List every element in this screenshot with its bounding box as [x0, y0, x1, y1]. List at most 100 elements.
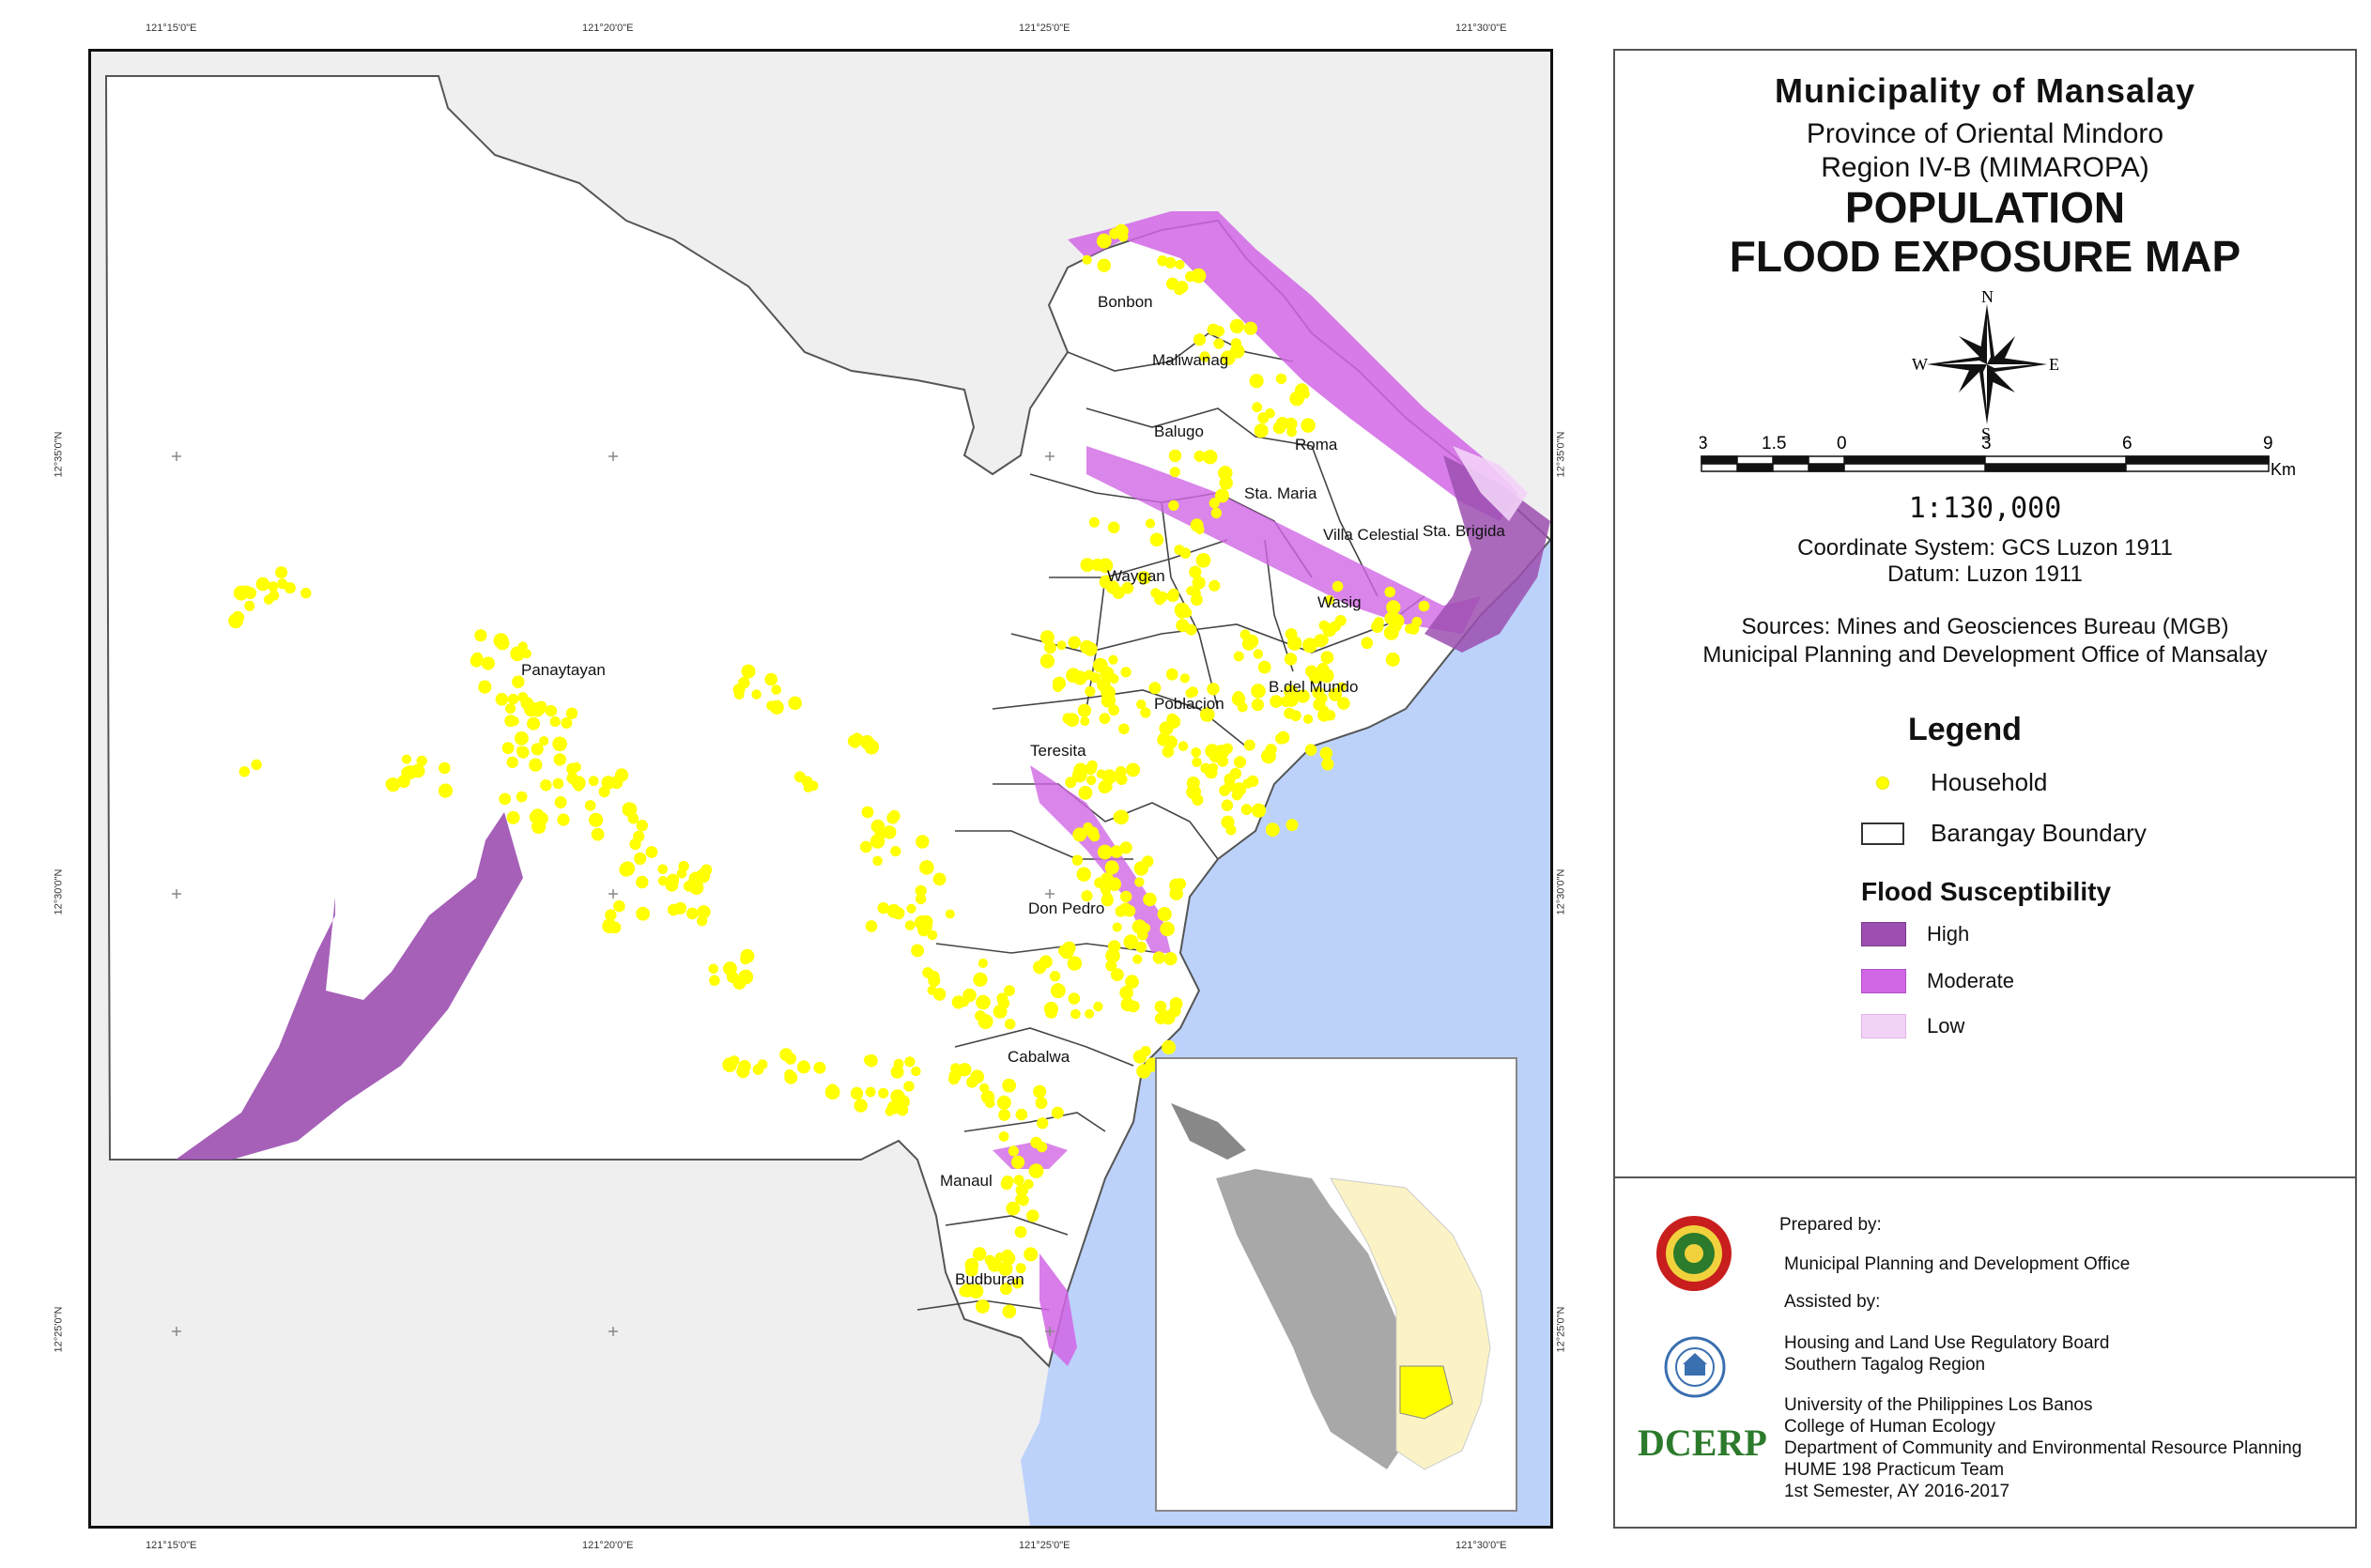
household-dot — [1162, 746, 1175, 758]
household-dot — [1077, 703, 1091, 717]
household-dot — [1233, 651, 1244, 662]
household-dot — [958, 1063, 972, 1077]
household-dot — [906, 903, 916, 914]
label-poblacion: Poblacion — [1154, 695, 1224, 713]
hlurb-line1: Housing and Land Use Regulatory Board — [1784, 1333, 2110, 1353]
household-dot — [1234, 786, 1245, 797]
household-dot — [1039, 630, 1055, 645]
household-dot — [1132, 919, 1147, 934]
household-dot — [516, 791, 528, 803]
household-dot — [1209, 579, 1221, 592]
household-dot — [605, 909, 617, 921]
household-dot — [1270, 695, 1283, 708]
household-dot — [504, 715, 517, 728]
household-dot — [1097, 844, 1113, 860]
coord-top-4: 121°30'0"E — [1455, 23, 1507, 34]
household-dot — [474, 629, 487, 642]
household-dot — [1191, 593, 1203, 607]
household-dot — [1119, 986, 1133, 1000]
map-frame[interactable]: Bonbon Maliwanag Balugo Roma Sta. Maria … — [88, 49, 1553, 1529]
household-dot — [1304, 744, 1317, 756]
household-dot — [608, 921, 622, 934]
household-dot — [1140, 707, 1151, 718]
household-dot — [998, 1131, 1009, 1142]
datum: Datum: Luzon 1911 — [1887, 561, 2083, 587]
scale-label-3: 0 — [1837, 434, 1847, 453]
household-dot — [1107, 521, 1120, 534]
label-panaytayan: Panaytayan — [521, 661, 606, 679]
household-dot — [950, 1063, 962, 1074]
household-dot — [1316, 693, 1328, 703]
household-dot — [629, 838, 641, 851]
household-dot — [976, 994, 991, 1010]
household-dot — [615, 768, 629, 782]
household-dot — [886, 903, 901, 918]
household-dot — [1317, 634, 1329, 646]
household-dot — [665, 878, 679, 892]
household-dot — [1097, 258, 1112, 272]
inset-map — [1155, 1057, 1517, 1512]
household-dot — [1166, 590, 1179, 603]
household-dot — [1045, 1006, 1057, 1019]
coord-bottom-4: 121°30'0"E — [1455, 1540, 1507, 1551]
household-dot — [851, 737, 861, 748]
household-dot — [1215, 488, 1229, 503]
household-dot — [1110, 845, 1123, 858]
household-dot — [1231, 692, 1246, 706]
household-dot — [1015, 1263, 1026, 1274]
household-dot — [1163, 952, 1178, 966]
household-dot — [1143, 892, 1157, 907]
household-dot — [978, 958, 988, 968]
household-dot — [1157, 907, 1172, 922]
household-dot — [865, 920, 878, 932]
household-dot — [588, 776, 599, 787]
household-dot — [1002, 1078, 1016, 1093]
household-dot — [1334, 615, 1347, 626]
household-dot — [1217, 755, 1229, 767]
household-dot — [764, 672, 778, 686]
household-dot — [1035, 1097, 1048, 1110]
household-dot — [872, 855, 883, 867]
hlurb-line2: Southern Tagalog Region — [1784, 1355, 1986, 1375]
household-dot — [1105, 960, 1117, 972]
household-dot — [1049, 971, 1061, 982]
household-dot — [1284, 692, 1299, 707]
household-dot — [1011, 1155, 1025, 1169]
map-canvas[interactable]: Bonbon Maliwanag Balugo Roma Sta. Maria … — [91, 52, 1550, 1526]
household-dot — [1062, 713, 1074, 725]
household-dot — [733, 689, 745, 700]
uplb-line1: University of the Philippines Los Banos — [1784, 1395, 2093, 1415]
inset-island-small — [1171, 1103, 1246, 1160]
household-dot — [1224, 779, 1236, 792]
boundary-box-icon — [1861, 822, 1904, 845]
household-dot — [1118, 723, 1130, 735]
flood-susceptibility-title: Flood Susceptibility — [1861, 877, 2112, 906]
household-dot — [1002, 1304, 1017, 1319]
household-dot — [738, 969, 754, 985]
household-dot — [1118, 902, 1132, 916]
household-dot — [919, 860, 934, 875]
household-dot — [890, 846, 901, 857]
household-dot — [1168, 449, 1182, 463]
household-dot — [1166, 713, 1178, 725]
household-dot — [1113, 810, 1127, 824]
household-dot — [1374, 617, 1384, 627]
household-dot — [1112, 922, 1122, 932]
household-dot — [549, 716, 561, 728]
household-dot — [1179, 673, 1190, 684]
household-dot — [1186, 784, 1201, 800]
flood-moderate-zone-3 — [1039, 1253, 1077, 1366]
household-dot — [481, 656, 495, 670]
assisted-by-label: Assisted by: — [1784, 1292, 1881, 1312]
household-dot — [1070, 1008, 1081, 1020]
label-villa-celestial: Villa Celestial — [1323, 526, 1419, 544]
household-dot — [539, 736, 549, 746]
flood-moderate-zone-2 — [1086, 446, 1481, 634]
household-dot — [1068, 992, 1081, 1005]
label-balugo: Balugo — [1154, 423, 1204, 440]
household-dot — [688, 871, 703, 886]
household-dot — [1243, 321, 1257, 335]
household-dot — [499, 792, 512, 806]
coordinate-system: Coordinate System: GCS Luzon 1911 — [1797, 535, 2173, 561]
household-dot — [1286, 819, 1299, 832]
